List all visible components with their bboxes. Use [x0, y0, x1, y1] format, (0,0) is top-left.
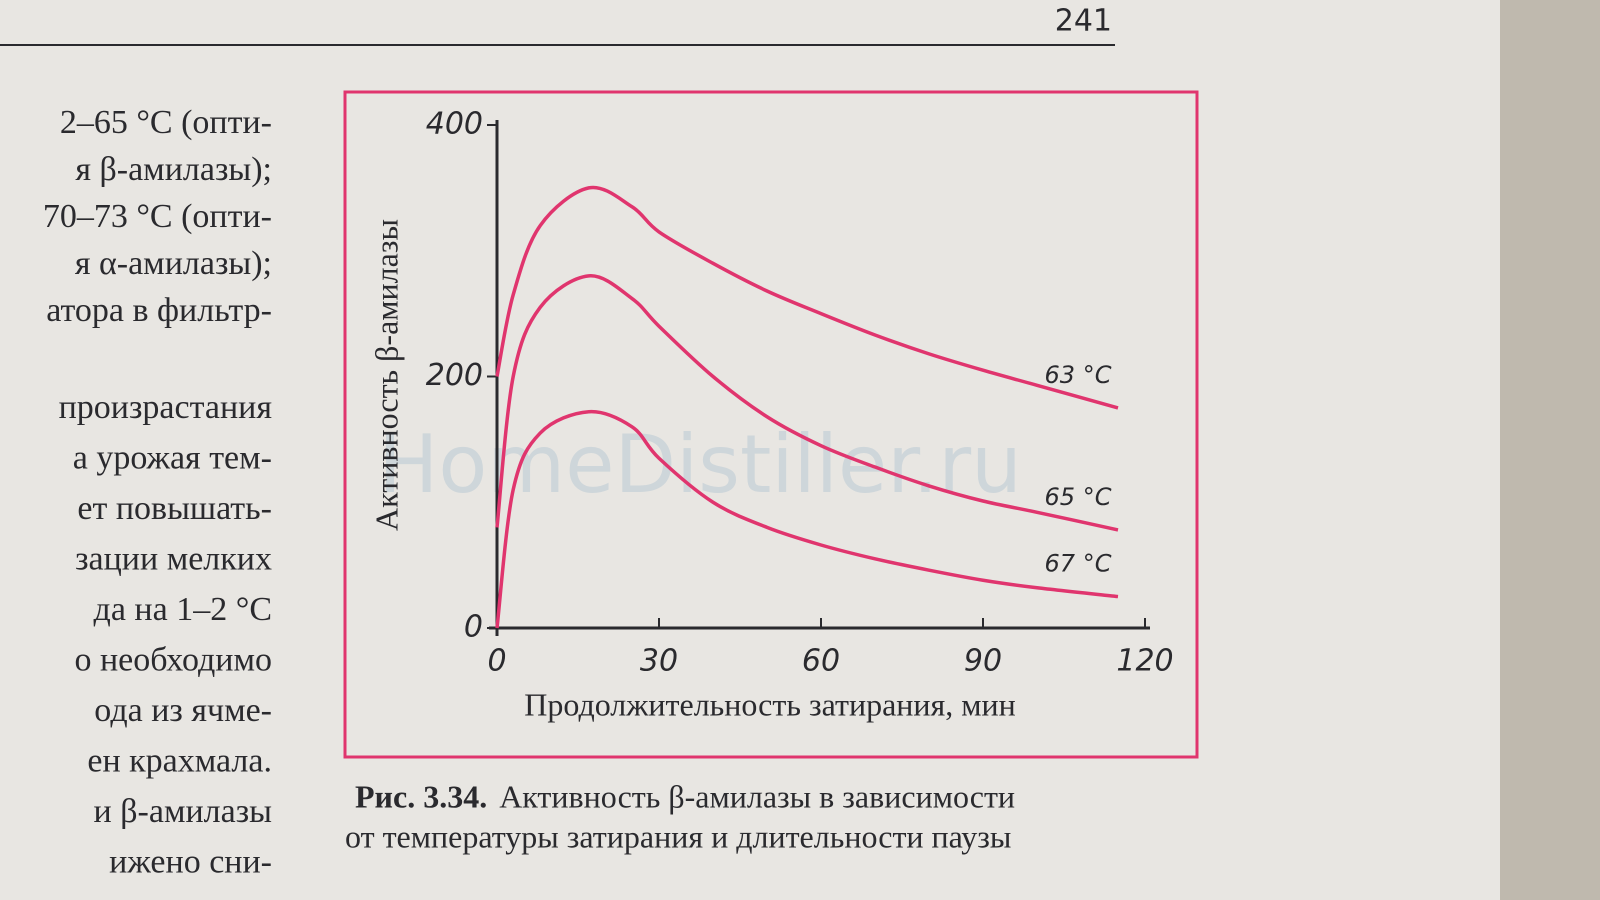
- body-text: зации мелких: [75, 540, 272, 577]
- y-tick-label: 400: [426, 107, 483, 142]
- curve-label: 63 °C: [1045, 361, 1112, 389]
- figure-frame: [343, 90, 1199, 759]
- body-text: ижено сни-: [109, 843, 272, 880]
- curve-label: 67 °C: [1045, 550, 1112, 578]
- page-edge: [1500, 0, 1600, 900]
- x-tick-label: 30: [640, 644, 678, 679]
- body-text: я β-амилазы);: [75, 151, 272, 188]
- watermark: HomeDistiller.ru: [378, 418, 1022, 511]
- caption-text: Активность β-амилазы в зависимости: [499, 778, 1015, 814]
- body-text: ода из ячме-: [94, 692, 272, 729]
- curve: [495, 185, 1119, 410]
- body-text: а урожая тем-: [73, 439, 272, 476]
- body-text: ет повышать-: [77, 490, 272, 527]
- body-text: о необходимо: [74, 641, 272, 678]
- body-text: 70–73 °C (опти-: [43, 198, 272, 235]
- x-tick-label: 0: [487, 644, 506, 679]
- x-tick-label: 60: [802, 644, 840, 679]
- caption-text: от температуры затирания и длительности …: [345, 818, 1011, 854]
- body-text: атора в фильтр-: [46, 292, 272, 329]
- page-number: 241: [1055, 4, 1112, 39]
- body-text: да на 1–2 °C: [94, 591, 272, 628]
- body-text: 2–65 °C (опти-: [60, 104, 272, 141]
- y-axis-label: Активность β-амилазы: [368, 219, 404, 531]
- x-tick-label: 120: [1116, 644, 1173, 679]
- curve: [495, 274, 1119, 532]
- x-tick-label: 90: [964, 644, 1002, 679]
- caption-label: Рис. 3.34.: [355, 778, 487, 814]
- curve-label: 65 °C: [1045, 483, 1112, 511]
- x-axis-label: Продолжительность затирания, мин: [524, 686, 1016, 722]
- body-text: я α-амилазы);: [75, 245, 272, 282]
- body-text: ен крахмала.: [87, 742, 272, 779]
- y-tick-label: 200: [426, 358, 483, 393]
- y-tick-label: 0: [464, 610, 483, 645]
- body-text: и β-амилазы: [94, 793, 273, 830]
- curve: [495, 409, 1119, 629]
- body-text: произрастания: [59, 389, 273, 426]
